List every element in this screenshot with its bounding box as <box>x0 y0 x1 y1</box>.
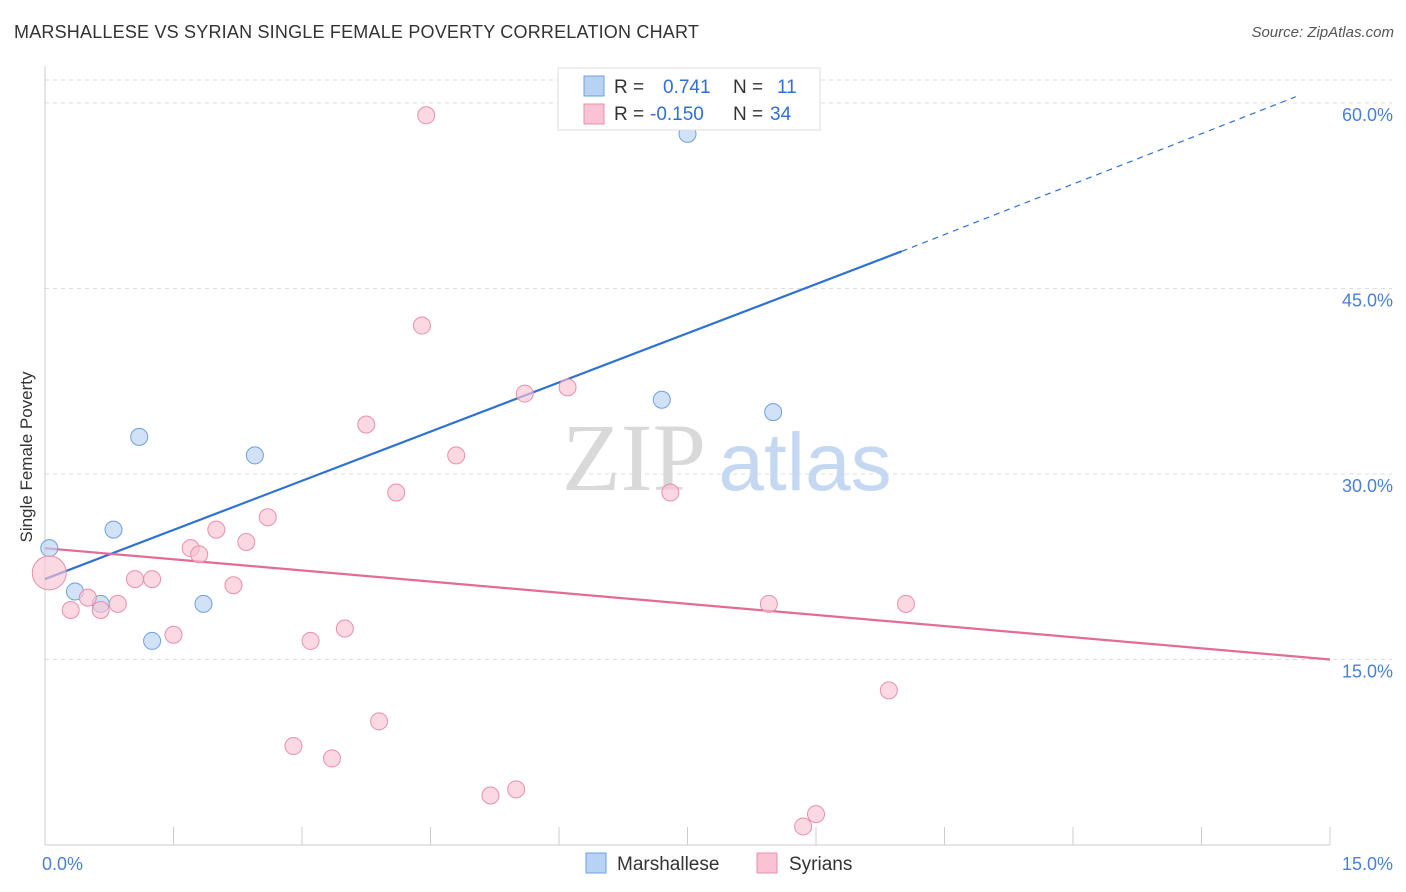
point-syrians-31 <box>807 805 825 824</box>
point-syrians-14 <box>284 737 303 756</box>
point-syrians-27 <box>558 378 577 397</box>
point-syrians-17 <box>335 619 354 638</box>
point-marshallese-6 <box>194 594 213 613</box>
point-syrians-1 <box>61 601 80 620</box>
x-tick-label-1: 15.0% <box>1342 854 1393 874</box>
legend-swatch-syrians <box>583 103 605 125</box>
point-syrians-22 <box>417 106 436 125</box>
point-syrians-16 <box>322 749 341 768</box>
y-tick-label-2: 45.0% <box>1342 290 1393 310</box>
legend-swatch-marshallese <box>583 75 605 97</box>
point-syrians-33 <box>896 594 915 613</box>
point-marshallese-4 <box>130 427 149 446</box>
tick-labels: 15.0% 30.0% 45.0% 60.0% 0.0% 15.0% <box>42 105 1393 874</box>
point-syrians-29 <box>759 594 778 613</box>
watermark-atlas: atlas <box>718 417 891 508</box>
point-syrians-21 <box>412 316 431 335</box>
point-syrians-24 <box>481 786 500 805</box>
point-syrians-2 <box>78 588 97 607</box>
point-syrians-25 <box>507 780 526 799</box>
point-syrians-26 <box>515 384 534 403</box>
point-syrians-32 <box>879 681 898 700</box>
bottom-legend-label-marshallese: Marshallese <box>617 854 719 875</box>
watermark-zip: ZIP <box>562 404 706 511</box>
legend-r-value-2: -0.150 <box>650 104 704 125</box>
point-syrians-9 <box>190 545 209 564</box>
trend-line-0 <box>44 250 903 581</box>
point-syrians-5 <box>125 570 144 589</box>
legend: R = 0.741 N = 11 R = -0.150 N = 34 <box>557 67 821 131</box>
legend-n-value-1: 11 <box>777 77 797 98</box>
point-marshallese-8 <box>652 390 671 409</box>
y-tick-label-3: 60.0% <box>1342 105 1393 125</box>
point-syrians-3 <box>91 601 110 620</box>
trend-lines <box>44 96 1331 661</box>
point-marshallese-0 <box>40 539 59 558</box>
point-syrians-28 <box>661 483 680 502</box>
bottom-legend-label-syrians: Syrians <box>789 854 852 875</box>
trend-line-dashed-0 <box>901 96 1296 252</box>
point-syrians-13 <box>258 508 277 527</box>
point-syrians-7 <box>164 625 183 644</box>
point-syrians-20 <box>387 483 406 502</box>
legend-r-label-1: R = <box>614 77 644 98</box>
legend-n-label-2: N = <box>733 104 763 125</box>
legend-r-value-1: 0.741 <box>663 77 711 98</box>
point-syrians-0 <box>31 555 67 591</box>
trend-line-1 <box>44 547 1331 661</box>
point-syrians-11 <box>224 576 243 595</box>
point-syrians-19 <box>370 712 389 731</box>
source-label: Source: ZipAtlas.com <box>1251 24 1394 41</box>
y-tick-label-1: 30.0% <box>1342 476 1393 496</box>
y-tick-label-0: 15.0% <box>1342 661 1393 681</box>
point-marshallese-3 <box>104 520 123 539</box>
legend-n-label-1: N = <box>733 77 763 98</box>
point-syrians-30 <box>794 817 813 836</box>
point-syrians-6 <box>143 570 162 589</box>
point-syrians-23 <box>447 446 466 465</box>
chart-title: MARSHALLESE VS SYRIAN SINGLE FEMALE POVE… <box>14 22 700 42</box>
gridlines <box>45 79 1392 660</box>
point-syrians-10 <box>207 520 226 539</box>
bottom-legend-swatch-marshallese <box>585 852 607 874</box>
point-syrians-15 <box>301 631 320 650</box>
data-points <box>31 106 915 836</box>
bottom-legend-swatch-syrians <box>756 852 778 874</box>
x-tick-label-0: 0.0% <box>42 854 83 874</box>
point-syrians-18 <box>357 415 376 434</box>
point-syrians-4 <box>108 594 127 613</box>
point-marshallese-9 <box>764 403 783 422</box>
bottom-legend: Marshallese Syrians <box>585 852 852 875</box>
point-marshallese-7 <box>245 446 264 465</box>
axes <box>44 66 1331 846</box>
legend-r-label-2: R = <box>614 104 644 125</box>
legend-n-value-2: 34 <box>770 104 792 125</box>
point-syrians-12 <box>237 532 256 551</box>
y-axis-label: Single Female Poverty <box>17 371 36 543</box>
point-marshallese-5 <box>143 631 162 650</box>
watermark: ZIP atlas <box>562 404 892 511</box>
